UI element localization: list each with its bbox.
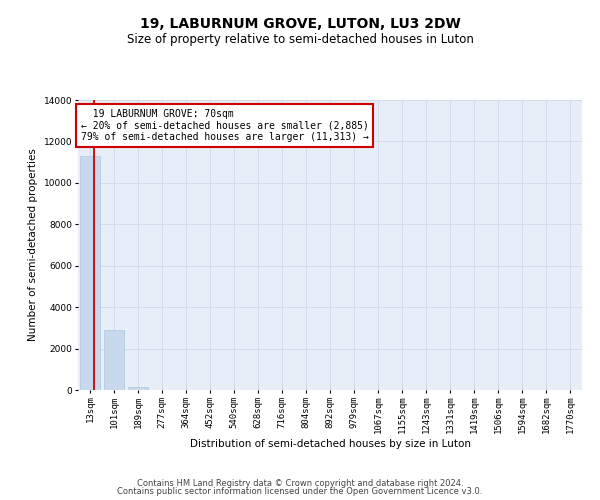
Bar (80, 156, 100, 390)
X-axis label: Distribution of semi-detached houses by size in Luton: Distribution of semi-detached houses by … (190, 438, 470, 448)
Text: Contains public sector information licensed under the Open Government Licence v3: Contains public sector information licen… (118, 487, 482, 496)
Y-axis label: Number of semi-detached properties: Number of semi-detached properties (28, 148, 38, 342)
Text: Contains HM Land Registry data © Crown copyright and database right 2024.: Contains HM Land Registry data © Crown c… (137, 478, 463, 488)
Text: 19 LABURNUM GROVE: 70sqm
← 20% of semi-detached houses are smaller (2,885)
79% o: 19 LABURNUM GROVE: 70sqm ← 20% of semi-d… (80, 108, 368, 142)
Bar (104, 330, 124, 390)
Text: Size of property relative to semi-detached houses in Luton: Size of property relative to semi-detach… (127, 32, 473, 46)
Text: 19, LABURNUM GROVE, LUTON, LU3 2DW: 19, LABURNUM GROVE, LUTON, LU3 2DW (140, 18, 460, 32)
Bar (128, 388, 148, 390)
